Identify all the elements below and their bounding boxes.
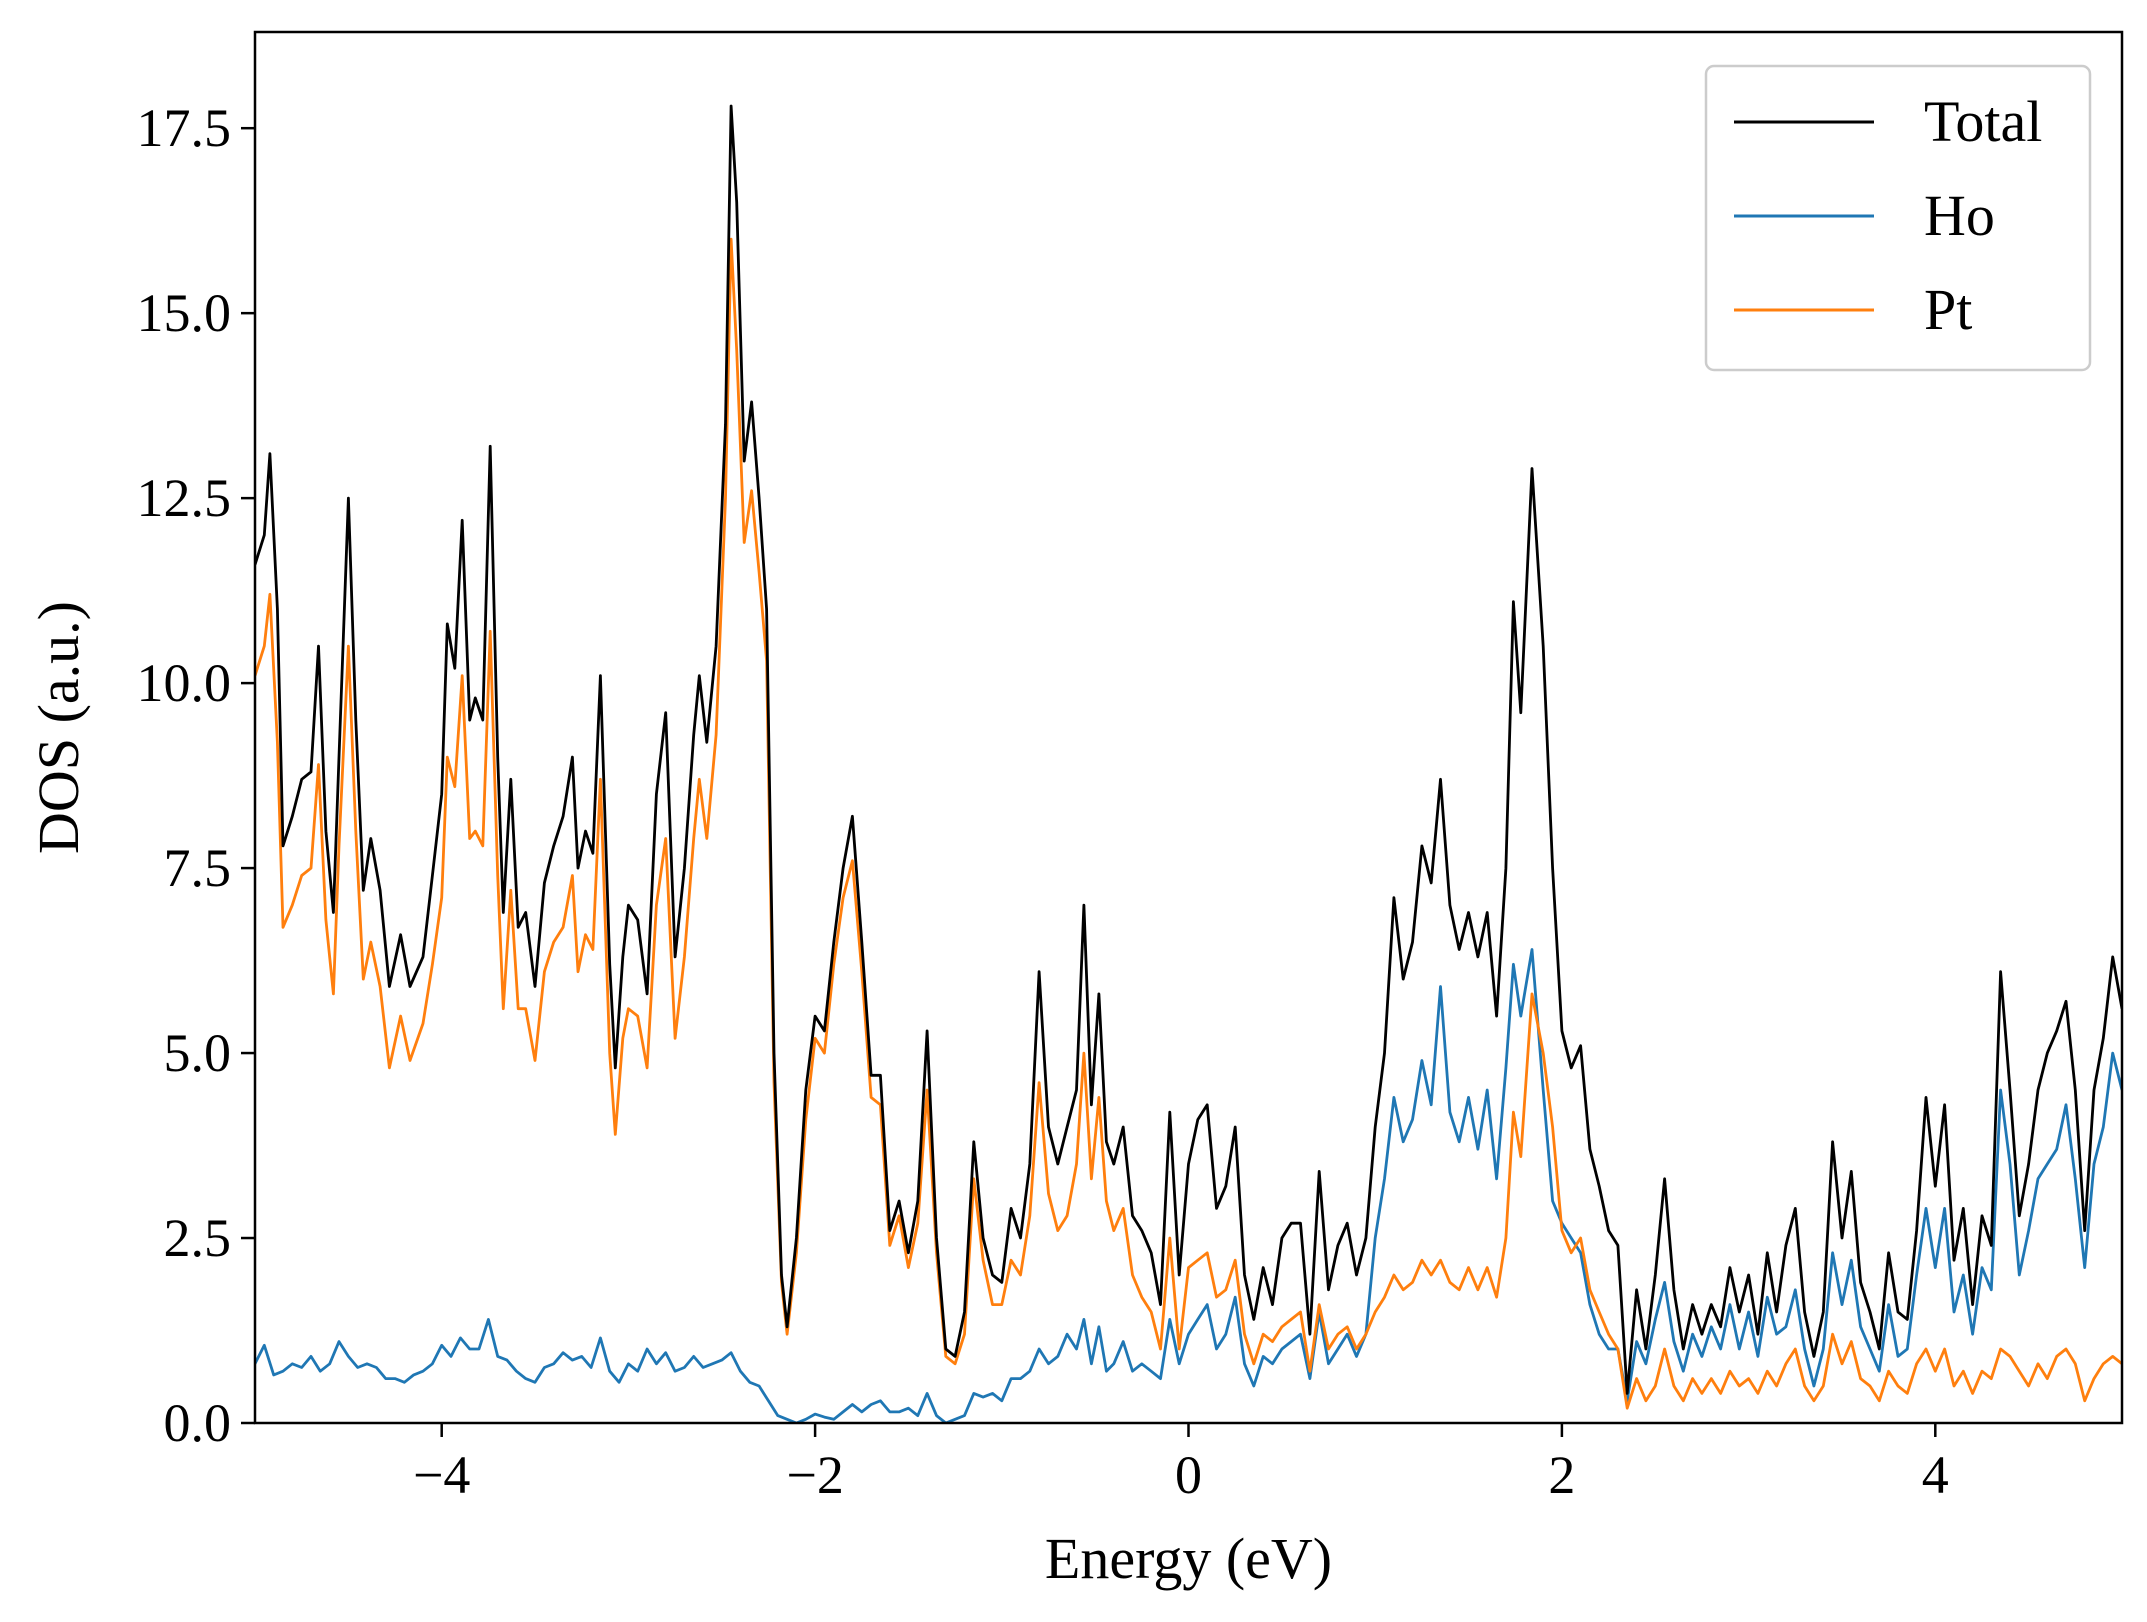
series-line-ho xyxy=(255,948,2122,1423)
y-tick-label: 15.0 xyxy=(137,283,232,343)
y-tick-label: 7.5 xyxy=(164,838,232,898)
y-tick-label: 5.0 xyxy=(164,1023,232,1083)
y-axis-label: DOS (a.u.) xyxy=(26,601,91,854)
y-tick-label: 0.0 xyxy=(164,1393,232,1453)
y-tick-label: 17.5 xyxy=(137,98,232,158)
x-tick-label: 4 xyxy=(1922,1445,1949,1505)
x-axis-label: Energy (eV) xyxy=(1045,1526,1332,1591)
series-layer xyxy=(255,104,2122,1423)
y-tick-label: 10.0 xyxy=(137,653,232,713)
legend-box xyxy=(1704,64,2092,372)
legend: Total Ho Pt xyxy=(1704,64,2092,372)
x-axis-ticks: −4 −2 0 2 4 xyxy=(413,1423,1949,1505)
x-tick-label: 0 xyxy=(1175,1445,1202,1505)
x-tick-label: 2 xyxy=(1548,1445,1575,1505)
x-tick-label: −4 xyxy=(413,1445,470,1505)
y-axis-ticks: 0.0 2.5 5.0 7.5 10.0 12.5 15.0 17.5 xyxy=(137,98,255,1453)
legend-label-total: Total xyxy=(1924,89,2042,154)
y-tick-label: 12.5 xyxy=(137,468,232,528)
x-tick-label: −2 xyxy=(786,1445,843,1505)
legend-label-pt: Pt xyxy=(1924,277,1972,342)
y-tick-label: 2.5 xyxy=(164,1208,232,1268)
series-line-pt xyxy=(255,237,2122,1410)
series-line-total xyxy=(255,104,2122,1395)
legend-label-ho: Ho xyxy=(1924,183,1995,248)
